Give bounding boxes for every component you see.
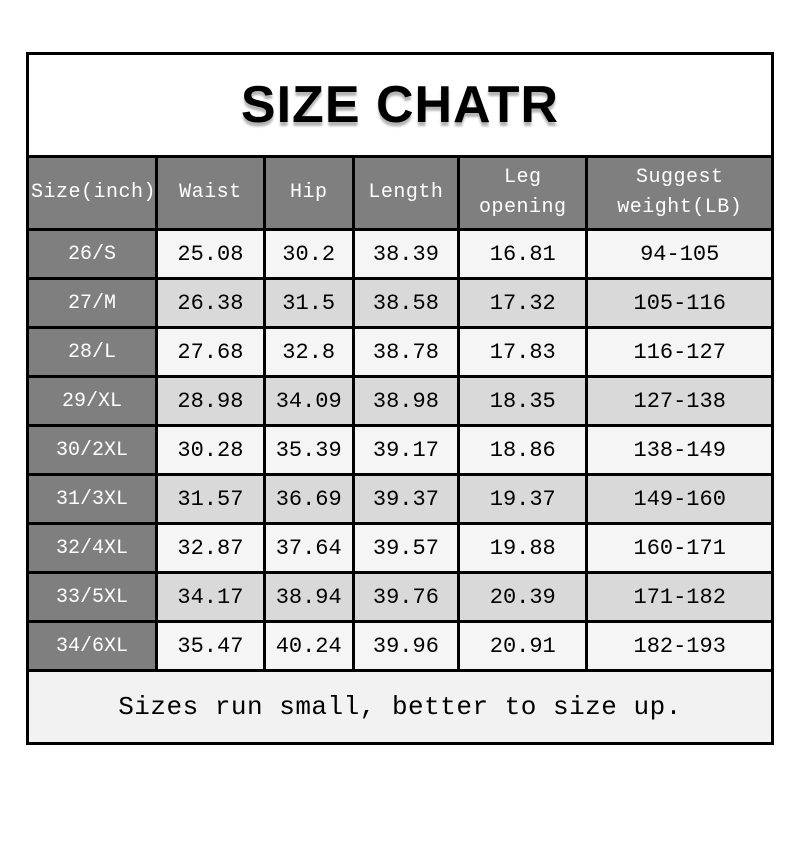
size-label-cell: 27/M — [27, 277, 159, 329]
table-row: 31/3XL 31.57 36.69 39.37 19.37 149-160 — [27, 473, 773, 525]
value-cell: 31.57 — [155, 473, 266, 525]
value-cell: 34.09 — [262, 375, 355, 427]
value-cell: 18.35 — [457, 375, 589, 427]
value-cell: 28.98 — [155, 375, 266, 427]
value-cell: 27.68 — [155, 326, 266, 378]
size-label-cell: 30/2XL — [27, 424, 159, 476]
header-cell-length: Length — [351, 156, 461, 231]
size-table-body: 26/S 25.08 30.2 38.39 16.81 94-105 27/M 26.38 31… — [27, 228, 773, 672]
value-cell: 32.8 — [262, 326, 355, 378]
table-row: 28/L 27.68 32.8 38.78 17.83 116-127 — [27, 326, 773, 378]
value-cell: 26.38 — [155, 277, 266, 329]
value-cell: 149-160 — [585, 473, 773, 525]
size-label-cell: 28/L — [27, 326, 159, 378]
value-cell: 20.39 — [457, 571, 589, 623]
footer-note: Sizes run small, better to size up. — [27, 669, 773, 744]
title-band: SIZE CHATR — [29, 55, 771, 158]
value-cell: 39.96 — [351, 620, 461, 672]
value-cell: 94-105 — [585, 228, 773, 280]
value-cell: 19.37 — [457, 473, 589, 525]
page-title: SIZE CHATR — [240, 76, 560, 134]
value-cell: 40.24 — [262, 620, 355, 672]
value-cell: 38.98 — [351, 375, 461, 427]
header-cell-waist: Waist — [155, 156, 266, 231]
value-cell: 38.39 — [351, 228, 461, 280]
value-cell: 38.58 — [351, 277, 461, 329]
table-row: 27/M 26.38 31.5 38.58 17.32 105-116 — [27, 277, 773, 329]
value-cell: 138-149 — [585, 424, 773, 476]
value-cell: 34.17 — [155, 571, 266, 623]
value-cell: 105-116 — [585, 277, 773, 329]
header-row: Size(inch) Waist Hip Length Leg opening … — [27, 156, 773, 231]
table-row: 29/XL 28.98 34.09 38.98 18.35 127-138 — [27, 375, 773, 427]
value-cell: 38.94 — [262, 571, 355, 623]
table-row: 34/6XL 35.47 40.24 39.96 20.91 182-193 — [27, 620, 773, 672]
size-label-cell: 34/6XL — [27, 620, 159, 672]
value-cell: 37.64 — [262, 522, 355, 574]
value-cell: 30.2 — [262, 228, 355, 280]
size-label-cell: 26/S — [27, 228, 159, 280]
table-header: Size(inch) Waist Hip Length Leg opening … — [27, 156, 773, 231]
value-cell: 39.17 — [351, 424, 461, 476]
header-cell-hip: Hip — [262, 156, 355, 231]
size-label-cell: 31/3XL — [27, 473, 159, 525]
size-label-cell: 32/4XL — [27, 522, 159, 574]
table-row: 30/2XL 30.28 35.39 39.17 18.86 138-149 — [27, 424, 773, 476]
size-chart-board: SIZE CHATR Size(inch) Waist Hip Length L… — [26, 52, 774, 745]
value-cell: 39.57 — [351, 522, 461, 574]
table-row: 33/5XL 34.17 38.94 39.76 20.39 171-182 — [27, 571, 773, 623]
value-cell: 32.87 — [155, 522, 266, 574]
value-cell: 35.47 — [155, 620, 266, 672]
size-label-cell: 29/XL — [27, 375, 159, 427]
table-row: 32/4XL 32.87 37.64 39.57 19.88 160-171 — [27, 522, 773, 574]
header-cell-weight: Suggest weight(LB) — [585, 156, 773, 231]
value-cell: 16.81 — [457, 228, 589, 280]
value-cell: 31.5 — [262, 277, 355, 329]
size-table: Size(inch) Waist Hip Length Leg opening … — [27, 156, 773, 744]
value-cell: 38.78 — [351, 326, 461, 378]
value-cell: 35.39 — [262, 424, 355, 476]
value-cell: 182-193 — [585, 620, 773, 672]
value-cell: 20.91 — [457, 620, 589, 672]
value-cell: 127-138 — [585, 375, 773, 427]
value-cell: 30.28 — [155, 424, 266, 476]
value-cell: 17.32 — [457, 277, 589, 329]
value-cell: 17.83 — [457, 326, 589, 378]
value-cell: 171-182 — [585, 571, 773, 623]
value-cell: 39.37 — [351, 473, 461, 525]
size-label-cell: 33/5XL — [27, 571, 159, 623]
value-cell: 19.88 — [457, 522, 589, 574]
footer-row: Sizes run small, better to size up. — [27, 669, 773, 744]
table-row: 26/S 25.08 30.2 38.39 16.81 94-105 — [27, 228, 773, 280]
value-cell: 116-127 — [585, 326, 773, 378]
value-cell: 36.69 — [262, 473, 355, 525]
value-cell: 25.08 — [155, 228, 266, 280]
header-cell-size: Size(inch) — [27, 156, 159, 231]
header-cell-leg-opening: Leg opening — [457, 156, 589, 231]
value-cell: 39.76 — [351, 571, 461, 623]
value-cell: 160-171 — [585, 522, 773, 574]
table-footer: Sizes run small, better to size up. — [27, 669, 773, 744]
value-cell: 18.86 — [457, 424, 589, 476]
